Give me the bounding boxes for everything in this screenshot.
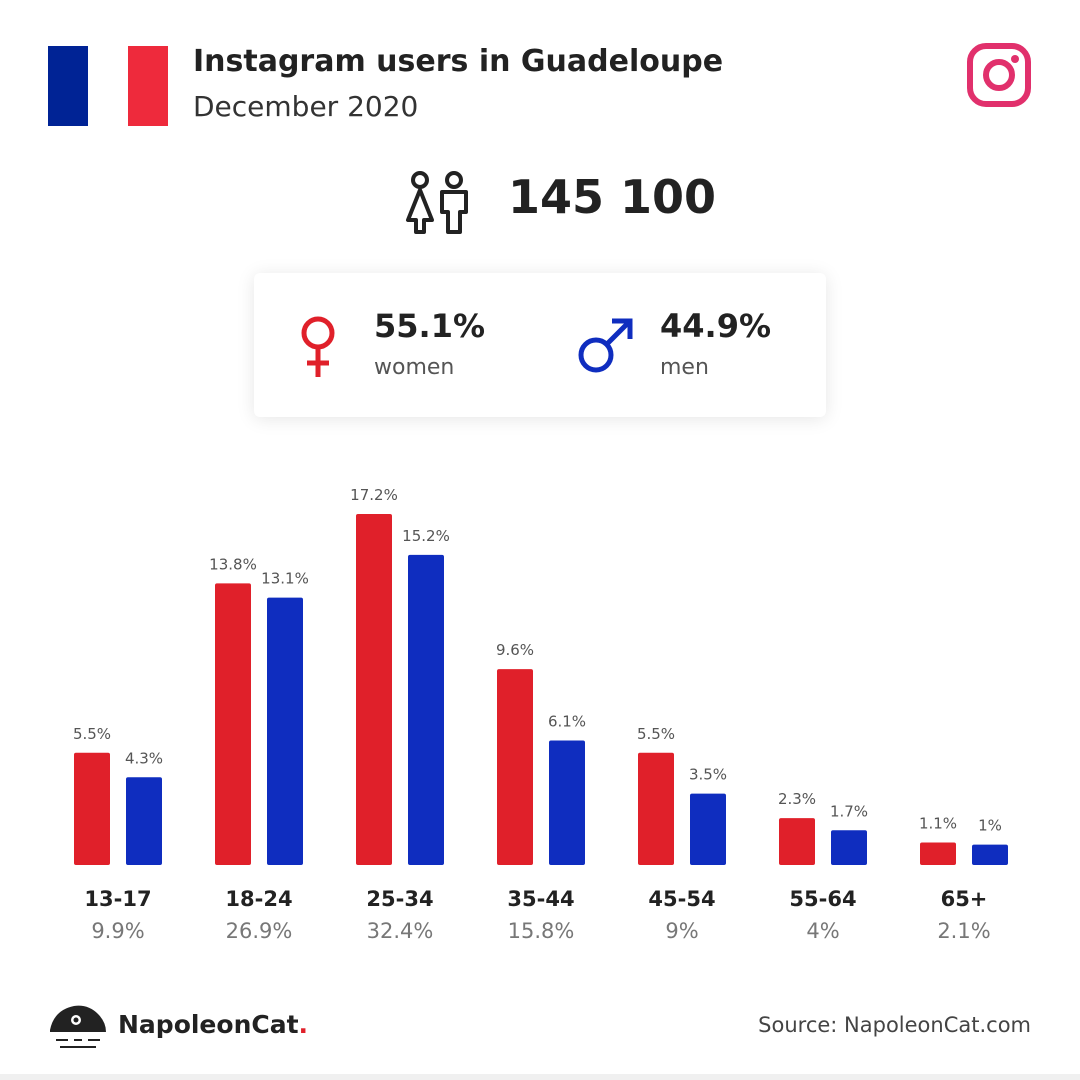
category-total-65+: 2.1% bbox=[937, 919, 990, 943]
bar-label-men-13-17: 4.3% bbox=[125, 749, 163, 767]
bar-label-women-25-34: 17.2% bbox=[350, 486, 398, 504]
category-label-18-24: 18-24 bbox=[225, 887, 292, 911]
gender-card: 55.1% women 44.9% men bbox=[254, 273, 826, 417]
page-subtitle: December 2020 bbox=[193, 90, 419, 123]
bar-label-men-18-24: 13.1% bbox=[261, 570, 309, 588]
bar-label-men-55-64: 1.7% bbox=[830, 802, 868, 820]
women-percentage: 55.1% bbox=[374, 307, 486, 345]
male-symbol-icon bbox=[578, 318, 633, 373]
bar-label-men-65+: 1% bbox=[978, 817, 1002, 835]
category-label-65+: 65+ bbox=[941, 887, 988, 911]
age-gender-bar-chart: 5.5% 4.3% 13-17 9.9% 13.8%13.1% 18-24 26.9% 17.… bbox=[73, 486, 1008, 943]
bar-women-25-34 bbox=[356, 514, 392, 865]
category-label-45-54: 45-54 bbox=[648, 887, 715, 911]
bar-women-65+ bbox=[920, 842, 956, 865]
bar-men-45-54 bbox=[690, 793, 726, 865]
page-title: Instagram users in Guadeloupe bbox=[193, 44, 724, 79]
category-label-35-44: 35-44 bbox=[507, 887, 574, 911]
bar-label-women-35-44: 9.6% bbox=[496, 641, 534, 659]
men-label: men bbox=[660, 355, 709, 380]
bar-men-35-44 bbox=[549, 740, 585, 865]
category-label-55-64: 55-64 bbox=[789, 887, 856, 911]
bar-men-65+ bbox=[972, 844, 1008, 865]
category-total-13-17: 9.9% bbox=[91, 919, 144, 943]
total-users: 145 100 bbox=[508, 170, 717, 224]
bar-men-55-64 bbox=[831, 830, 867, 865]
brand-name: NapoleonCat. bbox=[118, 1010, 309, 1039]
bar-label-men-35-44: 6.1% bbox=[548, 713, 586, 731]
category-total-25-34: 32.4% bbox=[367, 919, 434, 943]
category-total-45-54: 9% bbox=[665, 919, 698, 943]
bar-label-men-25-34: 15.2% bbox=[402, 527, 450, 545]
women-label: women bbox=[374, 355, 455, 380]
bar-women-45-54 bbox=[638, 752, 674, 865]
bar-men-25-34 bbox=[408, 554, 444, 865]
bar-label-women-45-54: 5.5% bbox=[637, 725, 675, 743]
bar-label-women-18-24: 13.8% bbox=[209, 555, 257, 573]
bar-label-women-55-64: 2.3% bbox=[778, 790, 816, 808]
people-icon bbox=[406, 171, 468, 234]
france-flag bbox=[48, 46, 168, 126]
category-total-55-64: 4% bbox=[806, 919, 839, 943]
bar-men-13-17 bbox=[126, 777, 162, 865]
bar-women-13-17 bbox=[74, 752, 110, 865]
bottom-strip bbox=[0, 1074, 1080, 1080]
bar-women-18-24 bbox=[215, 583, 251, 865]
category-label-25-34: 25-34 bbox=[366, 887, 433, 911]
female-symbol-icon bbox=[301, 316, 335, 377]
bar-label-women-65+: 1.1% bbox=[919, 815, 957, 833]
source-text: Source: NapoleonCat.com bbox=[758, 1013, 1031, 1037]
category-total-35-44: 15.8% bbox=[508, 919, 575, 943]
category-total-18-24: 26.9% bbox=[226, 919, 293, 943]
instagram-icon bbox=[967, 43, 1031, 107]
bar-women-55-64 bbox=[779, 818, 815, 865]
napoleoncat-logo-icon bbox=[50, 1005, 106, 1048]
category-label-13-17: 13-17 bbox=[84, 887, 151, 911]
bar-label-men-45-54: 3.5% bbox=[689, 766, 727, 784]
bar-men-18-24 bbox=[267, 597, 303, 865]
men-percentage: 44.9% bbox=[660, 307, 772, 345]
bar-label-women-13-17: 5.5% bbox=[73, 725, 111, 743]
bar-women-35-44 bbox=[497, 669, 533, 865]
